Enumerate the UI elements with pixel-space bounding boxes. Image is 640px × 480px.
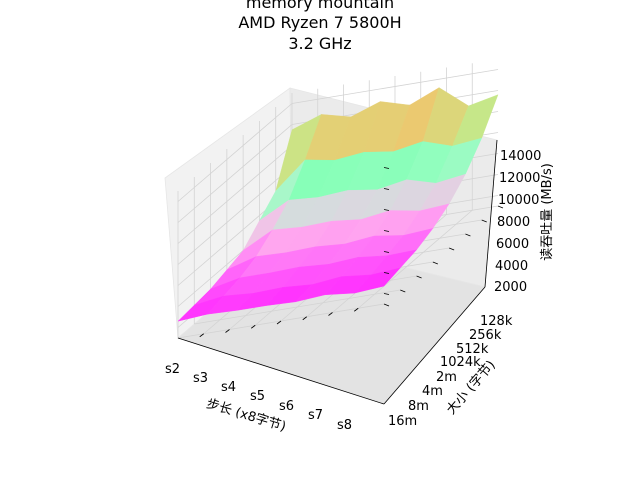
tick-mark [383, 167, 390, 169]
tick-mark [383, 230, 390, 232]
z-tick-label: 6000 [496, 237, 529, 252]
y-tick-label: 128k [480, 314, 513, 329]
y-tick-label: 1024k [440, 355, 481, 370]
tick-mark [328, 312, 333, 316]
x-tick-label: s7 [308, 408, 323, 423]
grid-line [194, 289, 401, 325]
tick-mark [383, 272, 390, 274]
z-tick-label: 12000 [499, 171, 540, 186]
z-tick-label: 14000 [500, 149, 541, 164]
tick-mark [465, 233, 471, 237]
tick-mark [400, 289, 406, 293]
x-axis-label: 步长 (x8字节) [205, 396, 288, 434]
tick-mark [383, 251, 390, 253]
x-tick-label: s6 [279, 399, 294, 414]
x-tick-label: s8 [337, 418, 352, 433]
y-tick-label: 16m [388, 414, 417, 429]
y-tick-label: 4m [422, 384, 443, 399]
z-tick-label: 4000 [495, 259, 528, 274]
tick-mark [416, 275, 422, 279]
tick-mark [276, 320, 282, 325]
tick-mark [481, 219, 487, 223]
tick-mark [199, 333, 204, 338]
chart-title-line-1: memory mountain [246, 0, 394, 12]
chart-title-line-3: 3.2 GHz [288, 34, 351, 53]
z-axis-line [484, 139, 498, 288]
z-axis-label: 读吞吐量 (MB/s) [540, 163, 555, 261]
tick-mark [383, 293, 390, 295]
x-tick-label: s5 [250, 389, 265, 404]
grid-line [177, 145, 293, 244]
y-tick-label: 512k [456, 342, 489, 357]
x-tick-label: s2 [165, 362, 180, 377]
grid-line [357, 209, 473, 309]
y-axis-line [383, 286, 486, 405]
surface-patch [354, 267, 401, 294]
y-tick-label: 256k [469, 328, 502, 343]
grid-line [177, 124, 293, 223]
tick-mark [225, 329, 230, 333]
grid-line [177, 103, 293, 202]
tick-mark [302, 316, 307, 321]
x-tick-label: s4 [221, 380, 236, 395]
z-tick-label: 8000 [497, 215, 530, 230]
tick-mark [497, 205, 504, 209]
y-tick-label: 2m [436, 370, 457, 385]
tick-mark [432, 261, 439, 265]
x-axis-line [177, 337, 385, 405]
x-tick-label: s3 [193, 371, 208, 386]
tick-mark [383, 303, 390, 307]
z-tick-label: 10000 [498, 193, 539, 208]
y-tick-label: 8m [408, 399, 429, 414]
z-tick-label: 2000 [494, 280, 527, 295]
axis-ticks [199, 167, 504, 338]
chart-title-line-2: AMD Ryzen 7 5800H [238, 13, 401, 32]
surface-plot [177, 87, 499, 322]
tick-mark [448, 247, 455, 251]
tick-mark [354, 307, 359, 312]
tick-mark [383, 209, 390, 211]
tick-mark [251, 324, 256, 329]
tick-mark [383, 188, 390, 190]
grid-line [177, 166, 293, 265]
